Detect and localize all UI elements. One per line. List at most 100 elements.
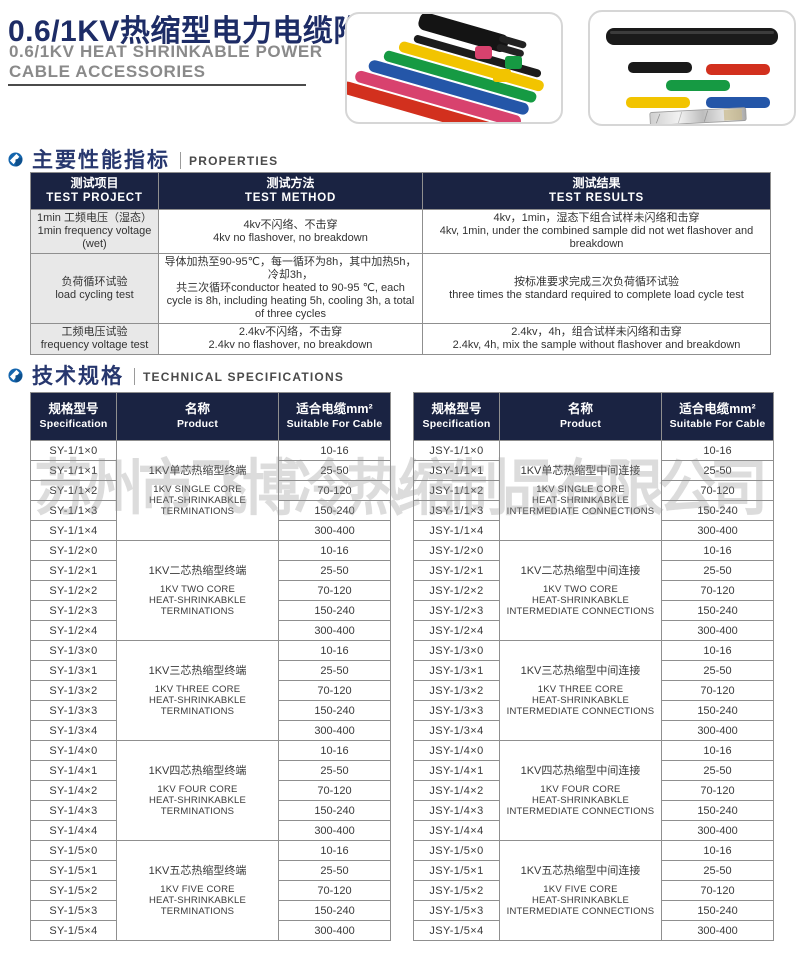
cell-text-cn: 规格型号 bbox=[431, 401, 482, 416]
test-result-cell: 按标准要求完成三次负荷循环试验 three times the standard … bbox=[422, 253, 771, 324]
cell-text-en: TEST METHOD bbox=[244, 192, 337, 204]
spec-cell: SY-1/2×1 bbox=[30, 560, 117, 581]
spec-cell: JSY-1/2×1 bbox=[413, 560, 500, 581]
product-cell: 1KV五芯热缩型中间连接 1KV FIVE CORE HEAT-SHRINKABKL… bbox=[499, 840, 662, 941]
spec-cell: JSY-1/1×2 bbox=[413, 480, 500, 501]
product-name-en: INTERMEDIATE CONNECTIONS bbox=[506, 905, 655, 917]
spec-cell: SY-1/4×2 bbox=[30, 780, 117, 801]
tech-row: SY-1/4×2 70-120 bbox=[30, 780, 391, 801]
cell-text-en: 1min frequency voltage (wet) bbox=[37, 225, 152, 250]
spec-cell: SY-1/2×0 bbox=[30, 540, 117, 561]
cell-text-en: Product bbox=[559, 417, 602, 430]
cable-size-cell: 70-120 bbox=[278, 680, 391, 701]
product-name-cn: 1KV二芯热缩型中间连接 bbox=[520, 564, 641, 577]
product-cell: 1KV单芯热缩型终端 1KV SINGLE CORE HEAT-SHRINKABKL… bbox=[116, 440, 279, 541]
tech-row: SY-1/3×1 25-50 bbox=[30, 660, 391, 681]
spec-cell: SY-1/4×3 bbox=[30, 800, 117, 821]
tech-row: SY-1/2×1 25-50 bbox=[30, 560, 391, 581]
product-name-en: TERMINATIONS bbox=[160, 505, 235, 517]
title-divider bbox=[8, 84, 306, 86]
tech-column-header: 适合电缆mm² Suitable For Cable bbox=[661, 392, 774, 441]
product-name-en: TERMINATIONS bbox=[160, 805, 235, 817]
spec-cell: JSY-1/1×4 bbox=[413, 520, 500, 541]
tech-section-header: 技术规格 TECHNICAL SPECIFICATIONS bbox=[8, 360, 344, 390]
spec-cell: SY-1/5×4 bbox=[30, 920, 117, 941]
spec-cell: JSY-1/2×2 bbox=[413, 580, 500, 601]
product-cell: 1KV五芯热缩型终端 1KV FIVE CORE HEAT-SHRINKABKLE T… bbox=[116, 840, 279, 941]
properties-table: 测试项目 TEST PROJECT 测试方法 TEST METHOD 测试结果 TEST … bbox=[30, 172, 771, 355]
spec-cell: SY-1/4×4 bbox=[30, 820, 117, 841]
spec-cell: SY-1/1×2 bbox=[30, 480, 117, 501]
cell-text-cn: 测试项目 bbox=[70, 176, 119, 190]
tech-row: JSY-1/4×0 1KV四芯热缩型中间连接 1KV FOUR CORE HEAT-S… bbox=[413, 740, 774, 841]
product-cell: 1KV四芯热缩型终端 1KV FOUR CORE HEAT-SHRINKABKLE T… bbox=[116, 740, 279, 841]
spec-cell: JSY-1/4×3 bbox=[413, 800, 500, 821]
spec-cell: JSY-1/2×4 bbox=[413, 620, 500, 641]
cell-text-cn: 1min 工频电压（湿态） bbox=[37, 212, 152, 224]
tech-row: SY-1/5×2 70-120 bbox=[30, 880, 391, 901]
properties-column-header: 测试项目 TEST PROJECT bbox=[30, 172, 159, 210]
tech-row: SY-1/5×1 25-50 bbox=[30, 860, 391, 881]
cell-text-cn: 名称 bbox=[567, 401, 593, 416]
tech-table-terminations: 规格型号 Specification 名称 Product 适合电缆mm² Suitabl… bbox=[30, 392, 391, 941]
cable-size-cell: 300-400 bbox=[278, 820, 391, 841]
cell-text-en: Specification bbox=[422, 417, 491, 430]
product-name-en: 1KV FIVE CORE bbox=[543, 883, 618, 895]
cable-size-cell: 10-16 bbox=[661, 640, 774, 661]
product-cell: 1KV三芯热缩型终端 1KV THREE CORE HEAT-SHRINKABKLE… bbox=[116, 640, 279, 741]
spec-cell: JSY-1/3×0 bbox=[413, 640, 500, 661]
test-result-cell: 2.4kv，4h，组合试样未闪络和击穿 2.4kv, 4h, mix the sa… bbox=[422, 323, 771, 355]
cable-size-cell: 300-400 bbox=[661, 920, 774, 941]
product-name-en: HEAT-SHRINKABKLE bbox=[532, 694, 629, 706]
product-cell: 1KV四芯热缩型中间连接 1KV FOUR CORE HEAT-SHRINKABKL… bbox=[499, 740, 662, 841]
cell-text-cn: 工频电压试验 bbox=[61, 326, 128, 338]
cable-size-cell: 25-50 bbox=[661, 760, 774, 781]
tech-row: SY-1/5×0 1KV五芯热缩型终端 1KV FIVE CORE HEAT-SHRI… bbox=[30, 840, 391, 941]
test-project-cell: 工频电压试验 frequency voltage test bbox=[30, 323, 159, 355]
cable-size-cell: 10-16 bbox=[661, 440, 774, 461]
tech-row: JSY-1/3×2 70-120 bbox=[413, 680, 774, 701]
cable-size-cell: 300-400 bbox=[278, 620, 391, 641]
cable-size-cell: 300-400 bbox=[661, 820, 774, 841]
product-name-en: 1KV FIVE CORE bbox=[160, 883, 235, 895]
tech-row: JSY-1/2×0 1KV二芯热缩型中间连接 1KV TWO CORE HEAT-SH… bbox=[413, 540, 774, 641]
product-cell: 1KV二芯热缩型终端 1KV TWO CORE HEAT-SHRINKABKLE TE… bbox=[116, 540, 279, 641]
tech-row: SY-1/2×2 70-120 bbox=[30, 580, 391, 601]
tech-column-header: 规格型号 Specification bbox=[30, 392, 117, 441]
cell-text-en: frequency voltage test bbox=[40, 339, 149, 351]
test-method-cell: 导体加热至90-95℃，每一循环为8h，其中加热5h，冷却3h， 共三次循环con… bbox=[158, 253, 423, 324]
spec-cell: SY-1/3×4 bbox=[30, 720, 117, 741]
product-name-en: HEAT-SHRINKABKLE bbox=[532, 594, 629, 606]
cable-size-cell: 10-16 bbox=[278, 540, 391, 561]
tech-tables: 规格型号 Specification 名称 Product 适合电缆mm² Suitabl… bbox=[30, 392, 774, 941]
tech-row: SY-1/4×4 300-400 bbox=[30, 820, 391, 841]
cell-text-en: TEST RESULTS bbox=[548, 192, 644, 204]
cable-size-cell: 25-50 bbox=[278, 860, 391, 881]
properties-section-title-en: PROPERTIES bbox=[189, 154, 279, 168]
tech-row: SY-1/1×4 300-400 bbox=[30, 520, 391, 541]
tech-row: JSY-1/2×4 300-400 bbox=[413, 620, 774, 641]
spec-cell: JSY-1/4×4 bbox=[413, 820, 500, 841]
properties-table-header-row: 测试项目 TEST PROJECT 测试方法 TEST METHOD 测试结果 TEST … bbox=[30, 172, 771, 210]
spec-cell: JSY-1/4×0 bbox=[413, 740, 500, 761]
cell-text-en: Product bbox=[176, 417, 219, 430]
properties-column-header: 测试结果 TEST RESULTS bbox=[422, 172, 771, 210]
tech-row: SY-1/3×4 300-400 bbox=[30, 720, 391, 741]
cable-size-cell: 70-120 bbox=[661, 880, 774, 901]
cell-text-en: Specification bbox=[39, 417, 108, 430]
tech-section-title-en: TECHNICAL SPECIFICATIONS bbox=[143, 370, 345, 384]
tech-row: SY-1/2×0 1KV二芯热缩型终端 1KV TWO CORE HEAT-SHRIN… bbox=[30, 540, 391, 641]
cable-size-cell: 150-240 bbox=[661, 600, 774, 621]
cable-size-cell: 25-50 bbox=[278, 460, 391, 481]
properties-row: 工频电压试验 frequency voltage test 2.4kv不闪络，不击穿… bbox=[30, 323, 771, 355]
tech-row: SY-1/2×4 300-400 bbox=[30, 620, 391, 641]
tech-row: JSY-1/5×2 70-120 bbox=[413, 880, 774, 901]
tech-row: JSY-1/2×3 150-240 bbox=[413, 600, 774, 621]
cable-size-cell: 150-240 bbox=[661, 900, 774, 921]
properties-section-title-cn: 主要性能指标 bbox=[32, 149, 170, 172]
spec-cell: JSY-1/3×4 bbox=[413, 720, 500, 741]
spec-cell: JSY-1/3×2 bbox=[413, 680, 500, 701]
tech-row: SY-1/2×3 150-240 bbox=[30, 600, 391, 621]
tech-row: SY-1/4×1 25-50 bbox=[30, 760, 391, 781]
